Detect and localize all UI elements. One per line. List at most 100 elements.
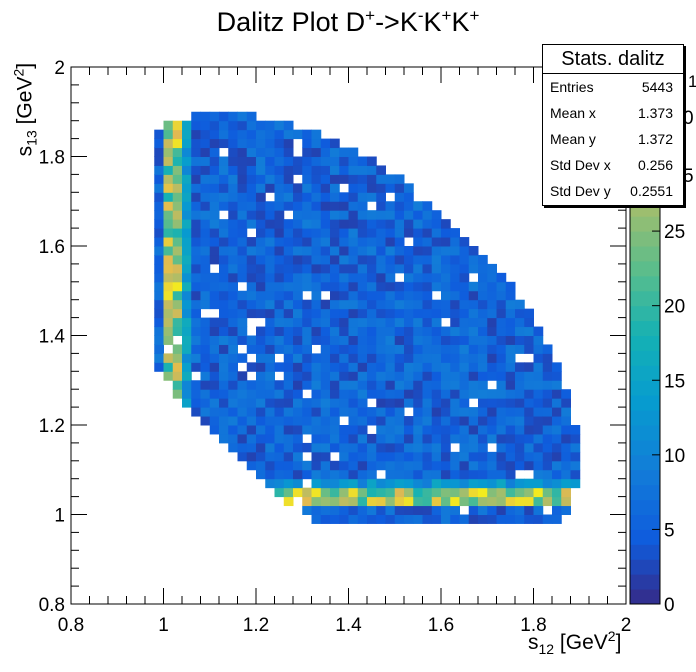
- heatmap-cell: [376, 263, 386, 274]
- heatmap-cell: [478, 469, 488, 480]
- heatmap-cell: [265, 183, 275, 193]
- heatmap-cell: [302, 362, 312, 372]
- heatmap-cell: [265, 228, 275, 238]
- heatmap-cell: [413, 416, 423, 426]
- heatmap-cell: [487, 263, 497, 274]
- heatmap-cell: [357, 371, 368, 381]
- heatmap-cell: [154, 263, 164, 274]
- heatmap-cell: [246, 111, 257, 122]
- heatmap-cell: [542, 496, 553, 507]
- heatmap-cell: [256, 237, 266, 247]
- heatmap-cell: [357, 201, 368, 211]
- heatmap-cell: [274, 326, 285, 336]
- heatmap-cell: [394, 451, 405, 462]
- heatmap-cell: [561, 398, 571, 408]
- heatmap-cell: [339, 425, 349, 435]
- stats-row-mean-x: Mean x 1.373: [550, 105, 673, 121]
- heatmap-cell: [357, 451, 368, 462]
- heatmap-cell: [339, 263, 349, 274]
- heatmap-cell: [182, 192, 192, 202]
- heatmap-cell: [302, 326, 312, 336]
- heatmap-cell: [524, 407, 534, 417]
- heatmap-cell: [441, 308, 451, 319]
- heatmap-cell: [320, 398, 331, 408]
- heatmap-cell: [478, 290, 488, 301]
- heatmap-cell: [293, 246, 303, 256]
- heatmap-cell: [200, 192, 211, 202]
- heatmap-cell: [552, 514, 562, 524]
- heatmap-cell: [256, 460, 266, 471]
- heatmap-cell: [552, 416, 562, 426]
- heatmap-cell: [478, 505, 488, 515]
- heatmap-cell: [394, 389, 405, 399]
- heatmap-cell: [487, 416, 497, 426]
- heatmap-cell: [524, 398, 534, 408]
- heatmap-cell: [265, 281, 275, 292]
- heatmap-cell: [172, 237, 183, 247]
- palette-step: [630, 410, 660, 426]
- heatmap-cell: [404, 308, 414, 319]
- heatmap-cell: [274, 335, 285, 345]
- heatmap-cell: [367, 210, 377, 220]
- heatmap-cell: [404, 416, 414, 426]
- heatmap-cell: [209, 192, 220, 202]
- heatmap-cell: [191, 183, 201, 193]
- heatmap-cell: [533, 451, 544, 462]
- heatmap-cell: [385, 487, 396, 498]
- heatmap-cell: [468, 281, 479, 292]
- heatmap-cell: [367, 254, 377, 265]
- heatmap-cell: [487, 469, 497, 480]
- heatmap-cell: [450, 272, 460, 283]
- heatmap-cell: [163, 147, 174, 157]
- heatmap-cell: [441, 371, 451, 381]
- heatmap-cell: [330, 335, 340, 345]
- heatmap-cell: [283, 120, 294, 131]
- heatmap-cell: [237, 290, 248, 301]
- heatmap-cell: [376, 210, 386, 220]
- heatmap-cell: [209, 111, 220, 122]
- heatmap-cell: [357, 210, 368, 220]
- heatmap-cell: [450, 398, 460, 408]
- heatmap-cell: [413, 407, 423, 417]
- heatmap-cell: [357, 246, 368, 256]
- heatmap-cell: [357, 335, 368, 345]
- heatmap-cell: [376, 398, 386, 408]
- heatmap-cell: [450, 281, 460, 292]
- heatmap-cell: [228, 281, 238, 292]
- heatmap-cell: [246, 254, 257, 265]
- heatmap-cell: [209, 425, 220, 435]
- heatmap-cell: [487, 514, 497, 524]
- heatmap-cell: [394, 425, 405, 435]
- heatmap-cell: [320, 326, 331, 336]
- heatmap-cell: [478, 299, 488, 310]
- heatmap-cell: [163, 156, 174, 166]
- heatmap-cell: [468, 344, 479, 354]
- heatmap-cell: [154, 281, 164, 292]
- heatmap-cell: [265, 326, 275, 336]
- heatmap-cell: [283, 138, 294, 149]
- heatmap-cell: [256, 228, 266, 238]
- heatmap-cell: [265, 335, 275, 345]
- heatmap-cell: [542, 425, 553, 435]
- heatmap-cell: [394, 442, 405, 453]
- heatmap-cell: [441, 389, 451, 399]
- heatmap-cell: [441, 237, 451, 247]
- heatmap-cell: [172, 371, 183, 381]
- heatmap-cell: [413, 263, 423, 274]
- heatmap-cell: [385, 219, 396, 229]
- heatmap-cell: [293, 380, 303, 390]
- heatmap-cell: [320, 254, 331, 265]
- heatmap-cell: [256, 210, 266, 220]
- heatmap-cell: [320, 263, 331, 274]
- heatmap-cell: [496, 308, 507, 319]
- heatmap-cell: [376, 246, 386, 256]
- heatmap-cell: [274, 210, 285, 220]
- heatmap-cell: [228, 326, 238, 336]
- heatmap-cell: [348, 335, 359, 345]
- heatmap-cell: [172, 129, 183, 140]
- heatmap-cell: [320, 183, 331, 193]
- heatmap-cell: [246, 165, 257, 175]
- heatmap-cell: [367, 460, 377, 471]
- heatmap-cell: [376, 416, 386, 426]
- heatmap-cell: [200, 183, 211, 193]
